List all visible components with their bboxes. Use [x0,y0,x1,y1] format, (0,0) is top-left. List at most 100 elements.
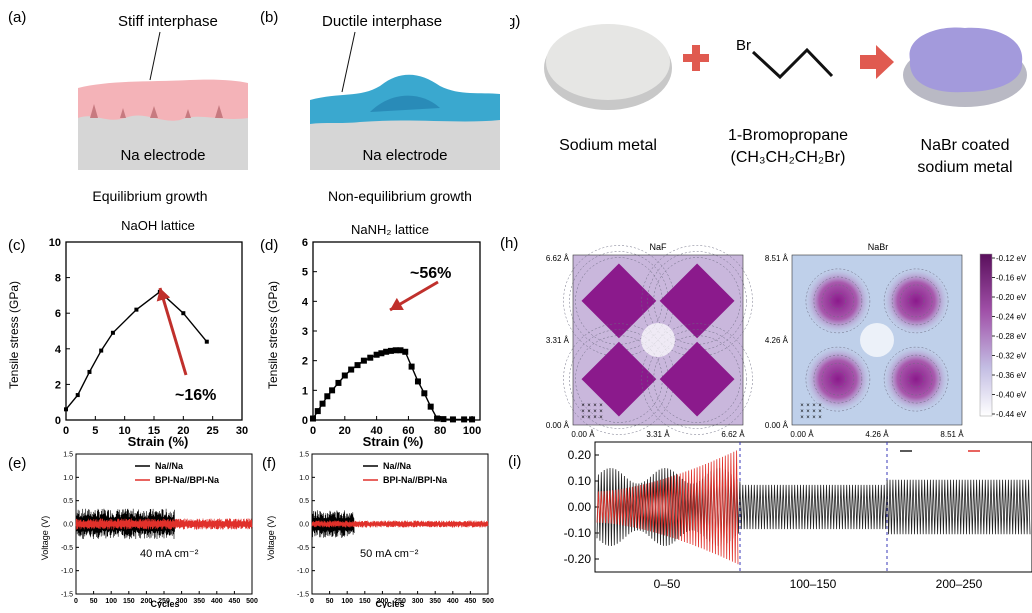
colorbar-tick-label: -0.12 eV [996,254,1027,263]
y-tick-label: 1.0 [63,475,73,482]
voltage-profile-chart-i: (i) 0.20 0.10 0.00 -0.10 -0.20 0–50 100–150 200… [508,441,1032,591]
heatmap-well [581,263,657,339]
panel-i: (i) 0.20 0.10 0.00 -0.10 -0.20 0–50 100–150 200… [500,438,1032,608]
y-tick-label: 2 [302,356,308,368]
y-tick-label: 4.26 Å [765,336,789,345]
chart-i-plot: 0.20 0.10 0.00 -0.10 -0.20 0–50 100–150 200–250 [564,441,1032,591]
data-point [378,350,385,357]
data-point [373,351,380,358]
y-tick-label: 5 [302,267,308,279]
path-marker: × [818,403,822,409]
equilibrium-caption: Equilibrium growth [92,188,207,204]
bromopropane-caption: 1-Bromopropane [728,127,848,144]
chart-d-title: NaNH₂ lattice [351,222,429,237]
plus-icon-v [692,45,700,71]
y-tick-label: 4 [302,296,309,308]
panel-a-figure: (a) Stiff interphase Na electrode Equili… [8,9,248,204]
chart-e-xlabel: Cycles [150,599,179,608]
data-point [360,357,367,364]
voltage-cycles-chart-f: (f) Voltage (V) Cycles 50 mA cm⁻² Na//Na… [262,452,494,610]
x-tick-label: 400 [211,598,223,605]
non-equilibrium-caption: Non-equilibrium growth [328,188,472,204]
x-tick-label: 100 [463,425,481,437]
colorbar-tick-label: -0.44 eV [996,410,1027,419]
series-trace-control [596,450,739,565]
y-tick-label: 1.0 [299,475,309,482]
data-point [397,347,404,354]
path-marker: × [812,409,816,415]
y-tick-label: -1.0 [61,568,73,575]
annotation-arrow-head [390,297,404,310]
x-tick-label: 50 [90,598,98,605]
chart-e-annotation: 40 mA cm⁻² [140,548,199,560]
contour [891,276,941,326]
x-tick-label: 80 [434,425,446,437]
x-tick-label: 40 [370,425,382,437]
data-point [310,415,316,422]
series-trace-nabr [596,467,1031,547]
panel-g-figure: (g) Br Sodium metal 1-Bromopropane (CH₃C… [502,13,1027,176]
data-point [402,348,409,355]
propyl-chain [751,47,834,80]
heatmap-grids: ××××××××××××0.00 Å3.31 Å6.62 Å0.00 Å 3.31… [546,245,964,439]
x-tick-label: 200 [141,598,153,605]
chart-d-xlabel: Strain (%) [363,434,424,449]
x-tick-label: 0 [63,425,69,437]
heatmap-well [659,341,735,417]
bromopropane-formula: (CH₃CH₂CH₂Br) [731,149,846,166]
data-point [181,311,186,316]
y-tick-label: -1.5 [61,592,73,599]
data-point [421,390,428,397]
y-tick-label: 1 [302,385,308,397]
panel-h: (h) NaF NaBr × × × × × × × × × × × × 0.00 Å 3.31 Å 6.6… [500,228,1032,439]
x-tick-label: 60 [402,425,414,437]
heatmap-naf-frame [572,254,744,426]
chart-c-title: NaOH lattice [121,218,195,233]
data-point [392,347,399,354]
y-tick-label: -0.20 [564,552,592,566]
path-marker: × [599,415,603,421]
path-marker: × [818,415,822,421]
nabr-caption-line1: NaBr coated [921,137,1010,154]
y-tick-label: 8.51 Å [765,254,789,263]
data-point [387,347,394,354]
x-tick-label: 200 [377,598,389,605]
panel-g: (g) Br Sodium metal 1-Bromopropane (CH₃C… [502,0,1032,220]
x-tick-label: 500 [482,598,494,605]
chart-f-plot: 0 50 100 150 200 250 300 350 400 450 500 -1.5 -1.0 -0… [297,452,494,606]
panel-g-label: (g) [510,13,520,30]
heatmap-saddle [641,323,675,357]
y-tick-label: 0.00 [568,500,592,514]
x-tick-label: 300 [412,598,424,605]
path-marker: × [800,403,804,409]
map-naf-title: NaF [649,242,667,252]
colorbar-ticks: -0.12 eV -0.16 eV -0.20 eV -0.24 eV -0.28 eV… [992,254,1027,419]
series-trace-nana [75,508,175,540]
chart-c-xlabel: Strain (%) [128,434,189,449]
colorbar-tick-label: -0.36 eV [996,371,1027,380]
path-marker: × [806,403,810,409]
panel-d: (d) NaNH₂ lattice Strain (%) Tensile str… [255,210,495,450]
chart-d-ylabel: Tensile stress (GPa) [266,281,280,389]
contour [883,268,949,334]
sodium-metal-disk [546,24,670,100]
colorbar-tick-label: -0.16 eV [996,274,1027,283]
data-point [99,348,104,353]
contour [813,276,863,326]
data-point [204,339,209,344]
chart-c-annotation: ~16% [175,387,216,404]
y-tick-label: -0.10 [564,526,592,540]
stress-strain-chart-nanh2: (d) NaNH₂ lattice Strain (%) Tensile str… [260,222,481,449]
y-tick-label: 8 [55,273,61,285]
x-tick-label: 300 [176,598,188,605]
colorbar-tick-label: -0.40 eV [996,391,1027,400]
path-marker: × [581,409,585,415]
x-category-label: 100–150 [790,577,837,591]
panel-b: (b) Ductile interphase Na electrode Non-… [260,0,510,210]
x-tick-label: 6.62 Å [721,430,745,438]
chart-d-annotation: ~56% [410,265,451,282]
data-point [319,400,326,407]
x-tick-label: 0 [310,598,314,605]
legend-f-bpi-label: BPI-Na//BPI-Na [383,475,448,485]
y-tick-label: 3.31 Å [546,336,570,345]
